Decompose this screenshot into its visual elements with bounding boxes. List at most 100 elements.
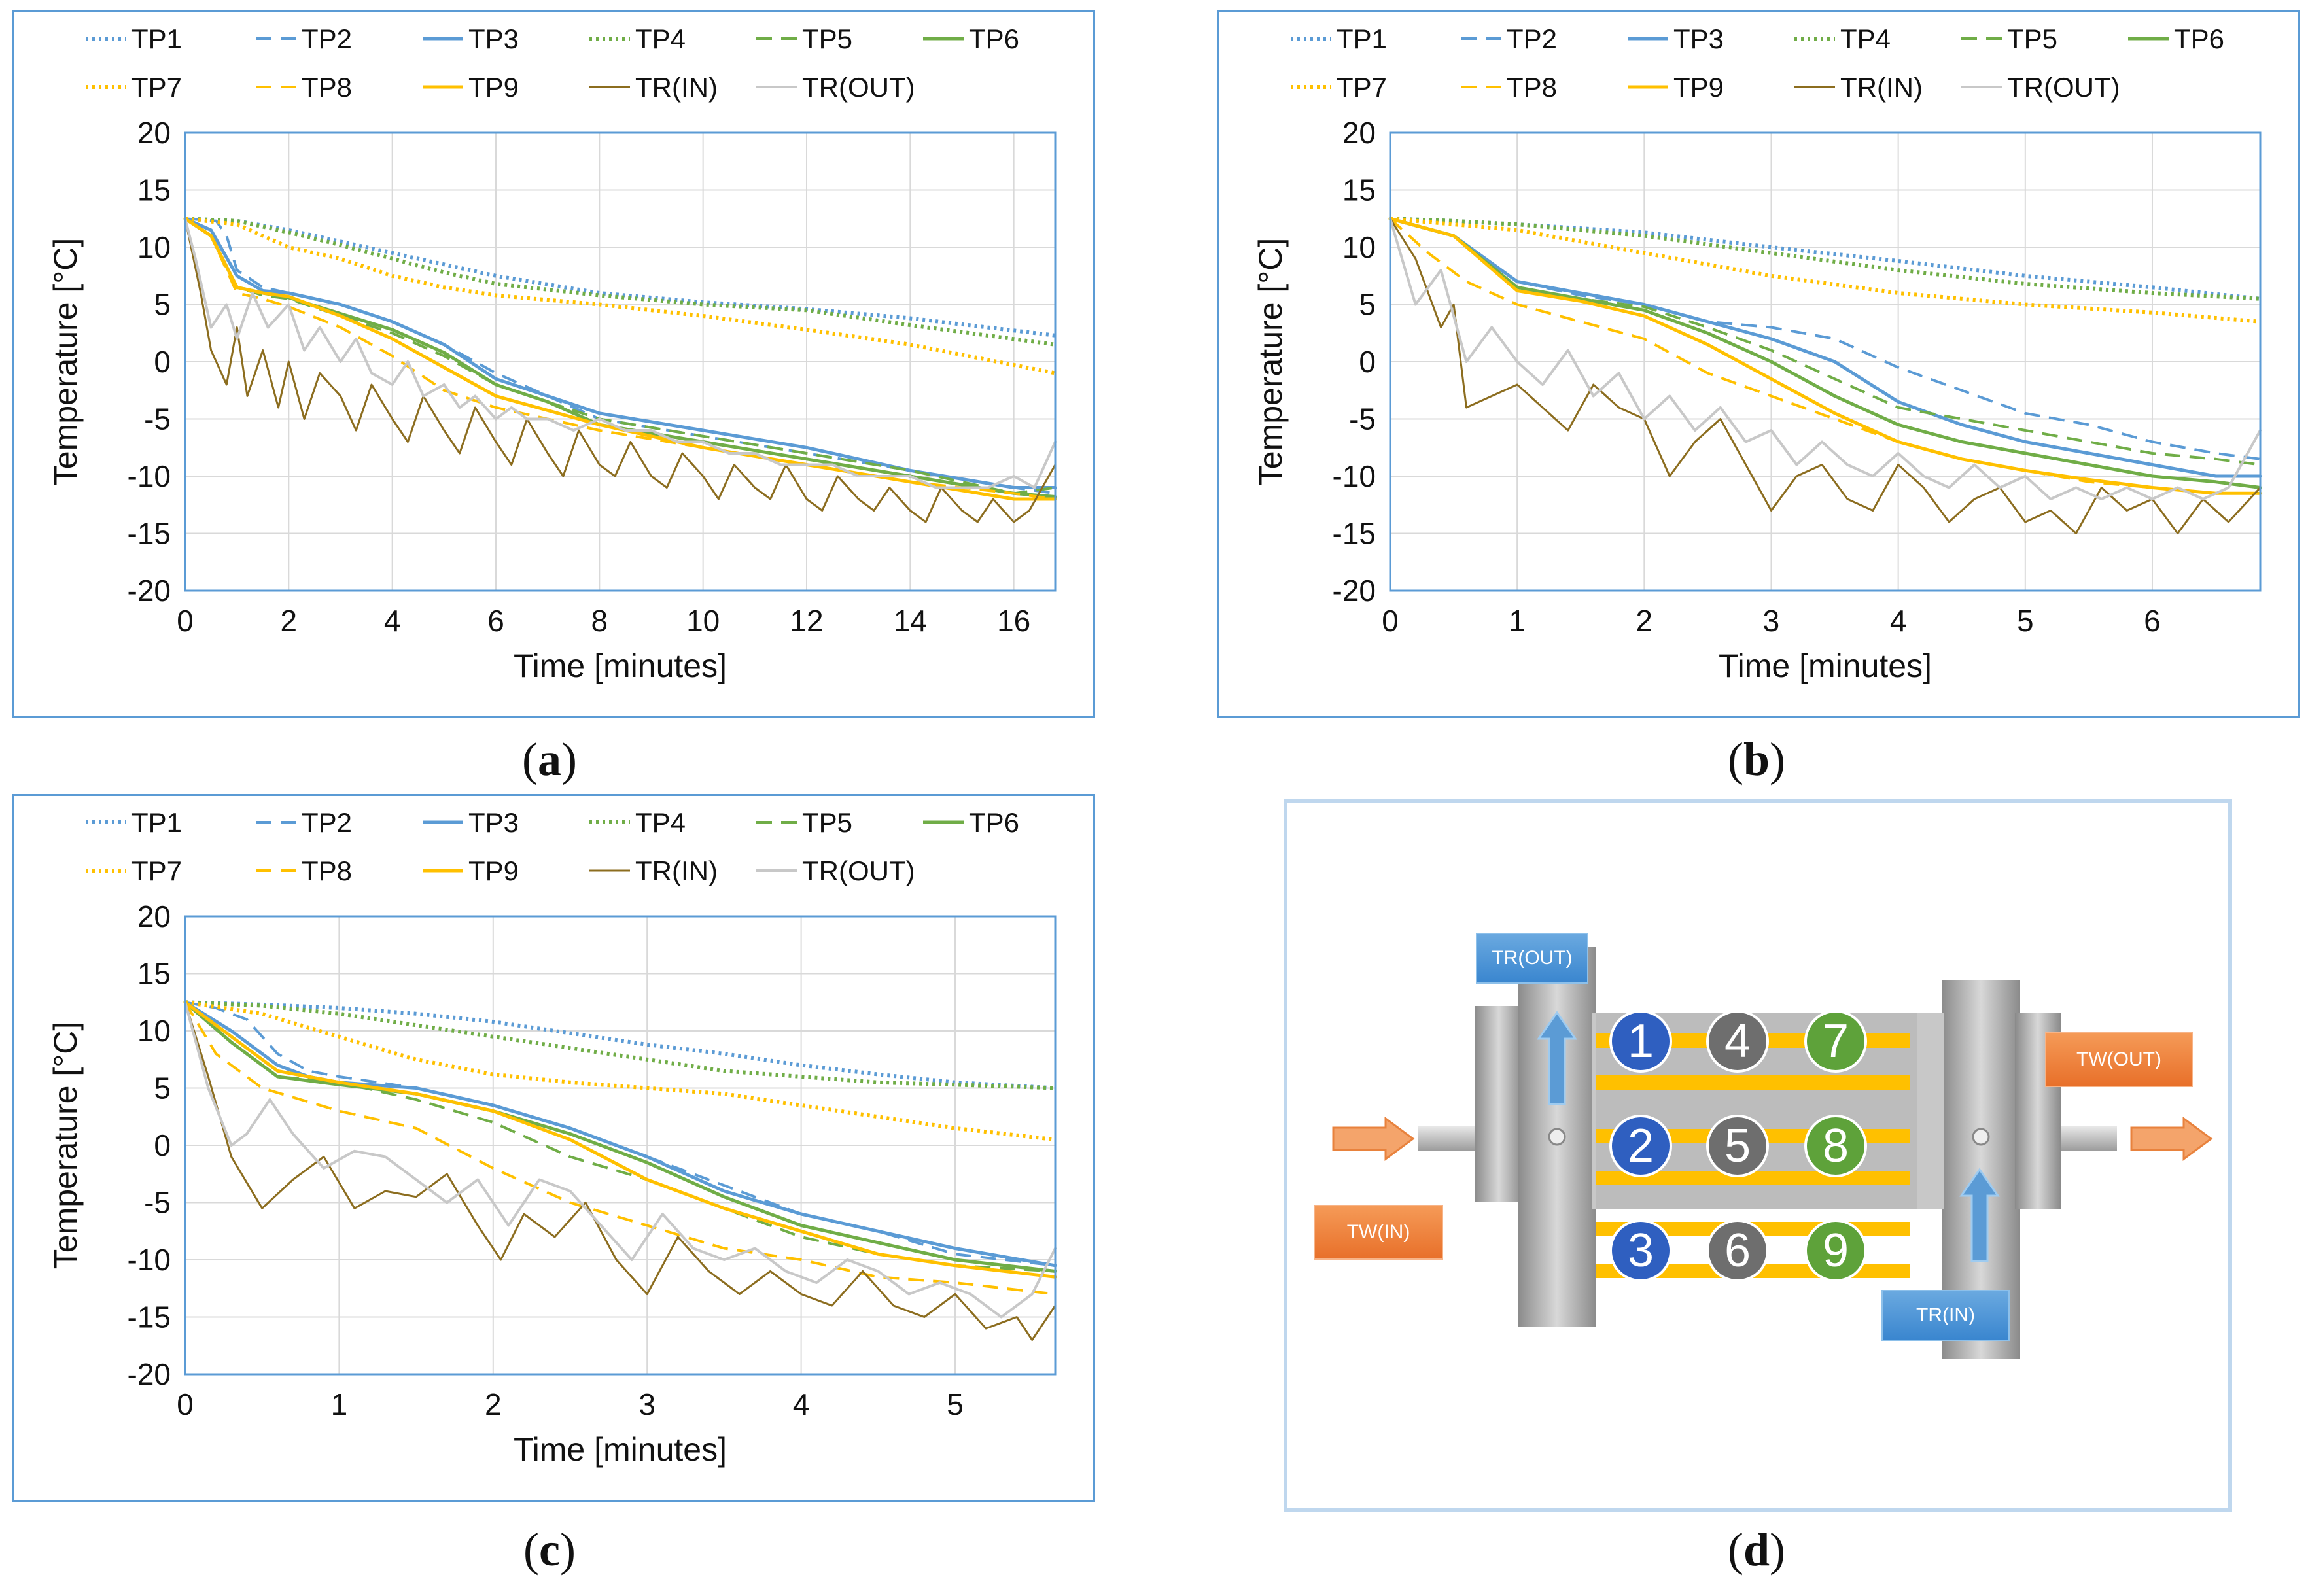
caption-a: (a) <box>522 733 577 786</box>
legend-item: TP6 <box>923 24 1019 54</box>
x-tick-label: 5 <box>2017 604 2034 638</box>
tr-out-label: TR(OUT) <box>1476 933 1588 984</box>
legend-label: TP1 <box>131 24 182 54</box>
y-tick-label: 20 <box>1342 116 1376 150</box>
series-tp3 <box>1388 217 2262 478</box>
legend-item: TR(OUT) <box>756 856 915 886</box>
y-tick-label: -10 <box>128 1243 171 1277</box>
legend-label: TP7 <box>1337 72 1387 103</box>
y-tick-label: 15 <box>137 957 171 991</box>
y-axis-label: Temperature [°C] <box>47 238 84 485</box>
legend-item: TP9 <box>423 856 519 886</box>
chart-panel-c: 0 1 2 3 4 5 20 15 10 5 0 -5 -10 -15 -20 Time [minutes] T… <box>12 794 1095 1502</box>
y-tick-label: -15 <box>128 517 171 551</box>
y-tick-label: -10 <box>1333 459 1376 493</box>
y-tick-label: -10 <box>128 459 171 493</box>
x-tick-label: 6 <box>2144 604 2161 638</box>
x-tick-label: 1 <box>331 1387 348 1421</box>
legend-item: TP4 <box>589 807 686 838</box>
legend-item: TP6 <box>2128 24 2224 54</box>
series-tp2 <box>1390 217 2261 460</box>
series-lines <box>183 217 1057 523</box>
position-4: 4 <box>1706 1010 1769 1073</box>
legend-label: TP6 <box>2174 24 2224 54</box>
position-1: 1 <box>1609 1010 1672 1073</box>
legend-label: TP3 <box>468 807 519 838</box>
position-8: 8 <box>1804 1115 1867 1177</box>
legend: TP1 TP2 TP3 TP4 TP5 TP6 TP7 TP8 TP9 TR(IN) TR(OUT) <box>1291 24 2224 103</box>
x-axis-label: Time [minutes] <box>1719 648 1932 684</box>
series-trin <box>184 217 1057 523</box>
y-tick-label: -15 <box>1333 517 1376 551</box>
y-tick-label: 0 <box>1359 345 1376 379</box>
legend: TP1 TP2 TP3 TP4 TP5 TP6 TP7 TP8 TP9 TR(IN) TR(OUT) <box>86 807 1019 886</box>
position-5: 5 <box>1706 1115 1769 1177</box>
legend-label: TP1 <box>131 807 182 838</box>
legend-item: TP7 <box>1291 72 1387 103</box>
y-tick-label: 5 <box>154 1071 171 1105</box>
legend-label: TR(OUT) <box>2007 72 2120 103</box>
tw-out-label: TW(OUT) <box>2045 1032 2193 1087</box>
x-tick-label: 0 <box>177 1387 194 1421</box>
series-tp9 <box>183 217 1057 501</box>
outlet-pipe <box>2061 1126 2117 1151</box>
legend-label: TP4 <box>1840 24 1891 54</box>
outlet-arrow-icon <box>2130 1117 2213 1161</box>
gridlines <box>1390 132 2260 591</box>
x-tick-label: 0 <box>1382 604 1399 638</box>
legend-label: TP6 <box>969 807 1019 838</box>
y-axis-label: Temperature [°C] <box>47 1022 84 1269</box>
legend: TP1 TP2 TP3 TP4 TP5 TP6 TP7 TP8 TP9 TR(IN) TR(OUT) <box>86 24 1019 103</box>
schematic-panel-d: TR(OUT) TR(IN) TW(IN) TW(OUT) 1 2 3 4 5 … <box>1284 799 2232 1512</box>
series-tp4 <box>184 217 1056 347</box>
y-tick-label: 5 <box>1359 288 1376 322</box>
position-2: 2 <box>1609 1115 1672 1177</box>
legend-label: TR(OUT) <box>802 856 915 886</box>
x-tick-label: 4 <box>384 604 401 638</box>
legend-item: TP3 <box>423 24 519 54</box>
legend-label: TP9 <box>468 856 519 886</box>
legend-item: TR(OUT) <box>756 72 915 103</box>
legend-item: TP1 <box>86 24 182 54</box>
left-port <box>1548 1128 1566 1146</box>
legend-item: TP7 <box>86 856 182 886</box>
legend-item: TP4 <box>589 24 686 54</box>
legend-label: TP4 <box>635 24 686 54</box>
x-tick-label: 1 <box>1509 604 1526 638</box>
legend-item: TP9 <box>423 72 519 103</box>
series-tp3 <box>183 217 1057 489</box>
series-tp1 <box>184 217 1056 338</box>
position-9: 9 <box>1804 1219 1867 1282</box>
caption-b: (b) <box>1727 733 1785 786</box>
right-port <box>1972 1128 1990 1146</box>
legend-label: TP7 <box>131 856 182 886</box>
series-tp9 <box>1388 217 2262 495</box>
series-tp6 <box>1388 217 2262 489</box>
legend-item: TP1 <box>86 807 182 838</box>
legend-item: TR(OUT) <box>1961 72 2120 103</box>
series-trin <box>1389 217 2262 534</box>
series-lines <box>1388 217 2262 534</box>
x-tick-label: 3 <box>638 1387 656 1421</box>
caption-c: (c) <box>523 1523 576 1576</box>
chart-b: 0 1 2 3 4 5 6 20 15 10 5 0 -5 -10 -15 -20 Time [minutes]… <box>1252 24 2262 684</box>
y-tick-label: -20 <box>1333 574 1376 608</box>
legend-label: TP3 <box>468 24 519 54</box>
series-tp8 <box>184 217 1056 500</box>
legend-item: TR(IN) <box>589 72 718 103</box>
x-tick-label: 2 <box>1636 604 1653 638</box>
refrigerant-up-arrow-left-icon <box>1537 1011 1577 1105</box>
x-tick-label: 0 <box>177 604 194 638</box>
legend-item: TP2 <box>256 24 352 54</box>
y-tick-label: 10 <box>137 1014 171 1048</box>
legend-item: TR(IN) <box>1794 72 1923 103</box>
series-tp7 <box>1390 217 2261 324</box>
x-axis-label: Time [minutes] <box>514 1431 727 1468</box>
series-tp1 <box>184 1000 1056 1090</box>
x-tick-label: 6 <box>487 604 504 638</box>
legend-label: TR(IN) <box>1840 72 1923 103</box>
position-7: 7 <box>1804 1010 1867 1073</box>
legend-item: TP1 <box>1291 24 1387 54</box>
series-trout <box>184 217 1057 489</box>
legend-item: TP9 <box>1628 72 1724 103</box>
